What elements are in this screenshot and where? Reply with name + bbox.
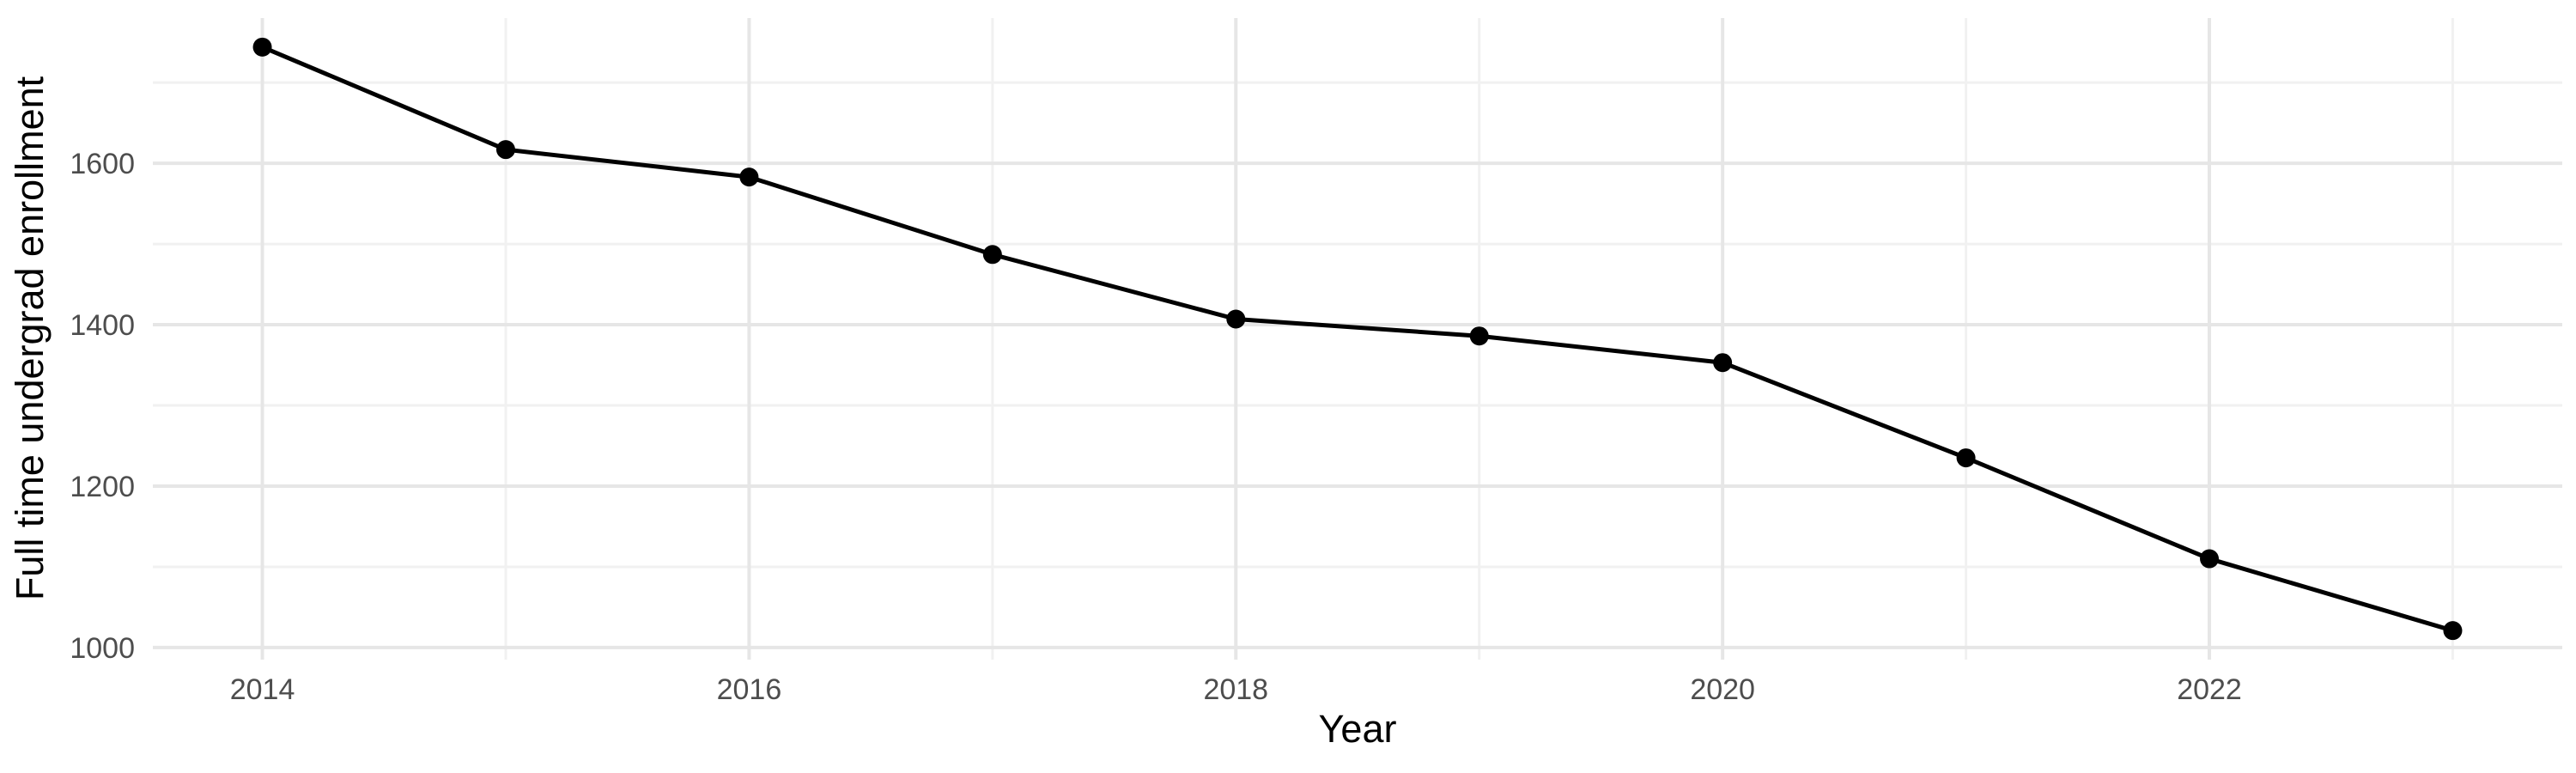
x-tick-label-2020: 2020 (1690, 673, 1755, 706)
data-point-2021 (1956, 448, 1976, 468)
x-axis-title: Year (1319, 707, 1397, 751)
data-point-2018 (1226, 309, 1246, 329)
data-point-2023 (2443, 621, 2463, 641)
y-tick-label-1600: 1600 (70, 148, 135, 180)
minor-gridlines (153, 18, 2562, 660)
x-tick-label-2016: 2016 (717, 673, 782, 706)
y-tick-label-1400: 1400 (70, 309, 135, 342)
data-point-2014 (252, 37, 272, 57)
data-point-2022 (2200, 549, 2220, 569)
y-axis-title: Full time undergrad enrollment (8, 76, 52, 600)
data-point-2019 (1469, 326, 1489, 346)
data-line (260, 45, 2455, 633)
x-axis-tick-labels: 2014 2016 2018 2020 2022 (230, 673, 2242, 706)
data-point-2017 (982, 245, 1002, 265)
x-tick-label-2014: 2014 (230, 673, 295, 706)
data-series (252, 37, 2463, 641)
x-tick-label-2018: 2018 (1203, 673, 1268, 706)
data-point-2020 (1713, 353, 1733, 373)
y-axis-tick-labels: 1000 1200 1400 1600 (70, 148, 135, 665)
data-point-2016 (739, 167, 759, 187)
y-tick-label-1200: 1200 (70, 471, 135, 503)
y-tick-label-1000: 1000 (70, 632, 135, 665)
x-tick-label-2022: 2022 (2177, 673, 2242, 706)
major-gridlines (153, 18, 2562, 660)
data-point-2015 (495, 140, 515, 160)
